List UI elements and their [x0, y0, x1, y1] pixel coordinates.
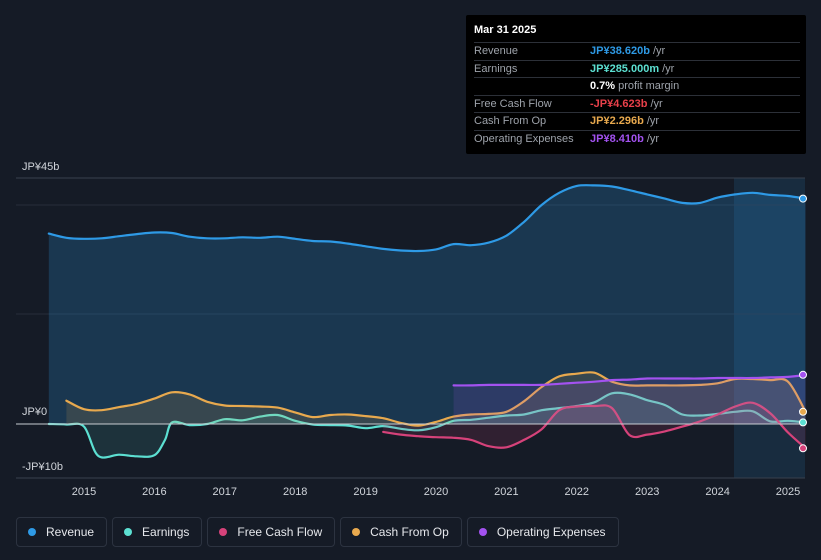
tooltip-row-revenue: Revenue JP¥38.620b /yr	[474, 42, 800, 60]
legend-item-operating-expenses[interactable]: Operating Expenses	[466, 517, 619, 547]
tooltip-unit: /yr	[646, 132, 660, 145]
series-end-dot-cash-from-op	[799, 407, 807, 416]
legend-dot-icon	[478, 528, 487, 536]
tooltip-value: JP¥38.620b	[590, 45, 650, 58]
x-tick-label: 2018	[283, 486, 307, 498]
tooltip-row-earnings: Earnings JP¥285.000m /yr	[474, 59, 800, 78]
tooltip-label: Revenue	[474, 45, 519, 58]
tooltip-unit: profit margin	[618, 80, 680, 93]
x-tick-label: 2021	[494, 486, 518, 498]
tooltip-label: Earnings	[474, 62, 518, 75]
tooltip-unit: /yr	[662, 62, 675, 75]
x-tick-label: 2017	[213, 486, 237, 498]
legend-item-cash-from-op[interactable]: Cash From Op	[340, 517, 462, 547]
y-label-zero: JP¥0	[22, 406, 47, 418]
legend-label: Operating Expenses	[496, 525, 606, 539]
tooltip-row-margin: 0.7% profit margin	[474, 77, 800, 95]
legend-item-earnings[interactable]: Earnings	[112, 517, 203, 547]
series-area-free-cash-flow	[383, 402, 806, 449]
legend-label: Free Cash Flow	[237, 525, 323, 539]
series-area-revenue	[48, 185, 806, 424]
tooltip-value: JP¥2.296b	[590, 115, 644, 128]
series-end-dot-revenue	[799, 194, 807, 203]
legend-item-revenue[interactable]: Revenue	[16, 517, 108, 547]
x-tick-label: 2024	[705, 486, 729, 498]
tooltip-unit: /yr	[652, 45, 666, 58]
series-line-earnings	[47, 391, 807, 459]
tooltip-panel: Mar 31 2025 Revenue JP¥38.620b /yr Earni…	[466, 15, 806, 154]
legend-dot-icon	[219, 528, 228, 536]
tooltip-value: -JP¥4.623b	[590, 97, 648, 110]
series-area-cash-from-op	[66, 372, 806, 426]
forecast-region	[734, 178, 805, 478]
series-line-cash-from-op	[65, 371, 807, 427]
tooltip-unit: /yr	[646, 115, 660, 128]
tooltip-row-fcf: Free Cash Flow -JP¥4.623b /yr	[474, 94, 800, 113]
tooltip-label: Operating Expenses	[474, 132, 574, 145]
tooltip-date: Mar 31 2025	[474, 24, 537, 36]
x-tick-label: 2023	[635, 486, 659, 498]
tooltip-unit: /yr	[650, 97, 663, 110]
tooltip-value: JP¥8.410b	[590, 132, 644, 145]
legend-item-free-cash-flow[interactable]: Free Cash Flow	[207, 517, 336, 547]
x-tick-label: 2020	[424, 486, 448, 498]
legend-dot-icon	[124, 528, 133, 536]
legend: Revenue Earnings Free Cash Flow Cash Fro…	[16, 517, 619, 547]
y-label-top: JP¥45b	[22, 161, 59, 173]
legend-label: Cash From Op	[370, 525, 449, 539]
series-line-free-cash-flow	[382, 401, 807, 450]
series-end-dot-free-cash-flow	[799, 444, 807, 453]
series-end-dot-operating-expenses	[799, 370, 807, 379]
tooltip-value: 0.7%	[590, 80, 616, 93]
y-label-bottom: -JP¥10b	[22, 461, 63, 473]
series-area-operating-expenses	[453, 374, 806, 424]
tooltip-label: Cash From Op	[474, 115, 547, 128]
legend-dot-icon	[28, 528, 36, 536]
series-end-dot-earnings	[799, 418, 807, 427]
x-tick-label: 2015	[72, 486, 96, 498]
legend-label: Revenue	[46, 525, 95, 539]
legend-label: Earnings	[142, 525, 190, 539]
tooltip-row-cfo: Cash From Op JP¥2.296b /yr	[474, 112, 800, 130]
tooltip-value: JP¥285.000m	[590, 62, 660, 75]
tooltip-label: Free Cash Flow	[474, 97, 552, 110]
series-line-revenue	[47, 184, 807, 253]
x-tick-label: 2022	[565, 486, 589, 498]
series-line-operating-expenses	[452, 373, 807, 387]
tooltip-row-opex: Operating Expenses JP¥8.410b /yr	[474, 129, 800, 148]
financials-chart: JP¥45b JP¥0 -JP¥10b 2015 2016 2017 2018 2019…	[16, 161, 807, 498]
legend-dot-icon	[352, 528, 361, 536]
x-tick-label: 2025	[776, 486, 800, 498]
x-tick-label: 2019	[353, 486, 377, 498]
x-tick-label: 2016	[142, 486, 166, 498]
